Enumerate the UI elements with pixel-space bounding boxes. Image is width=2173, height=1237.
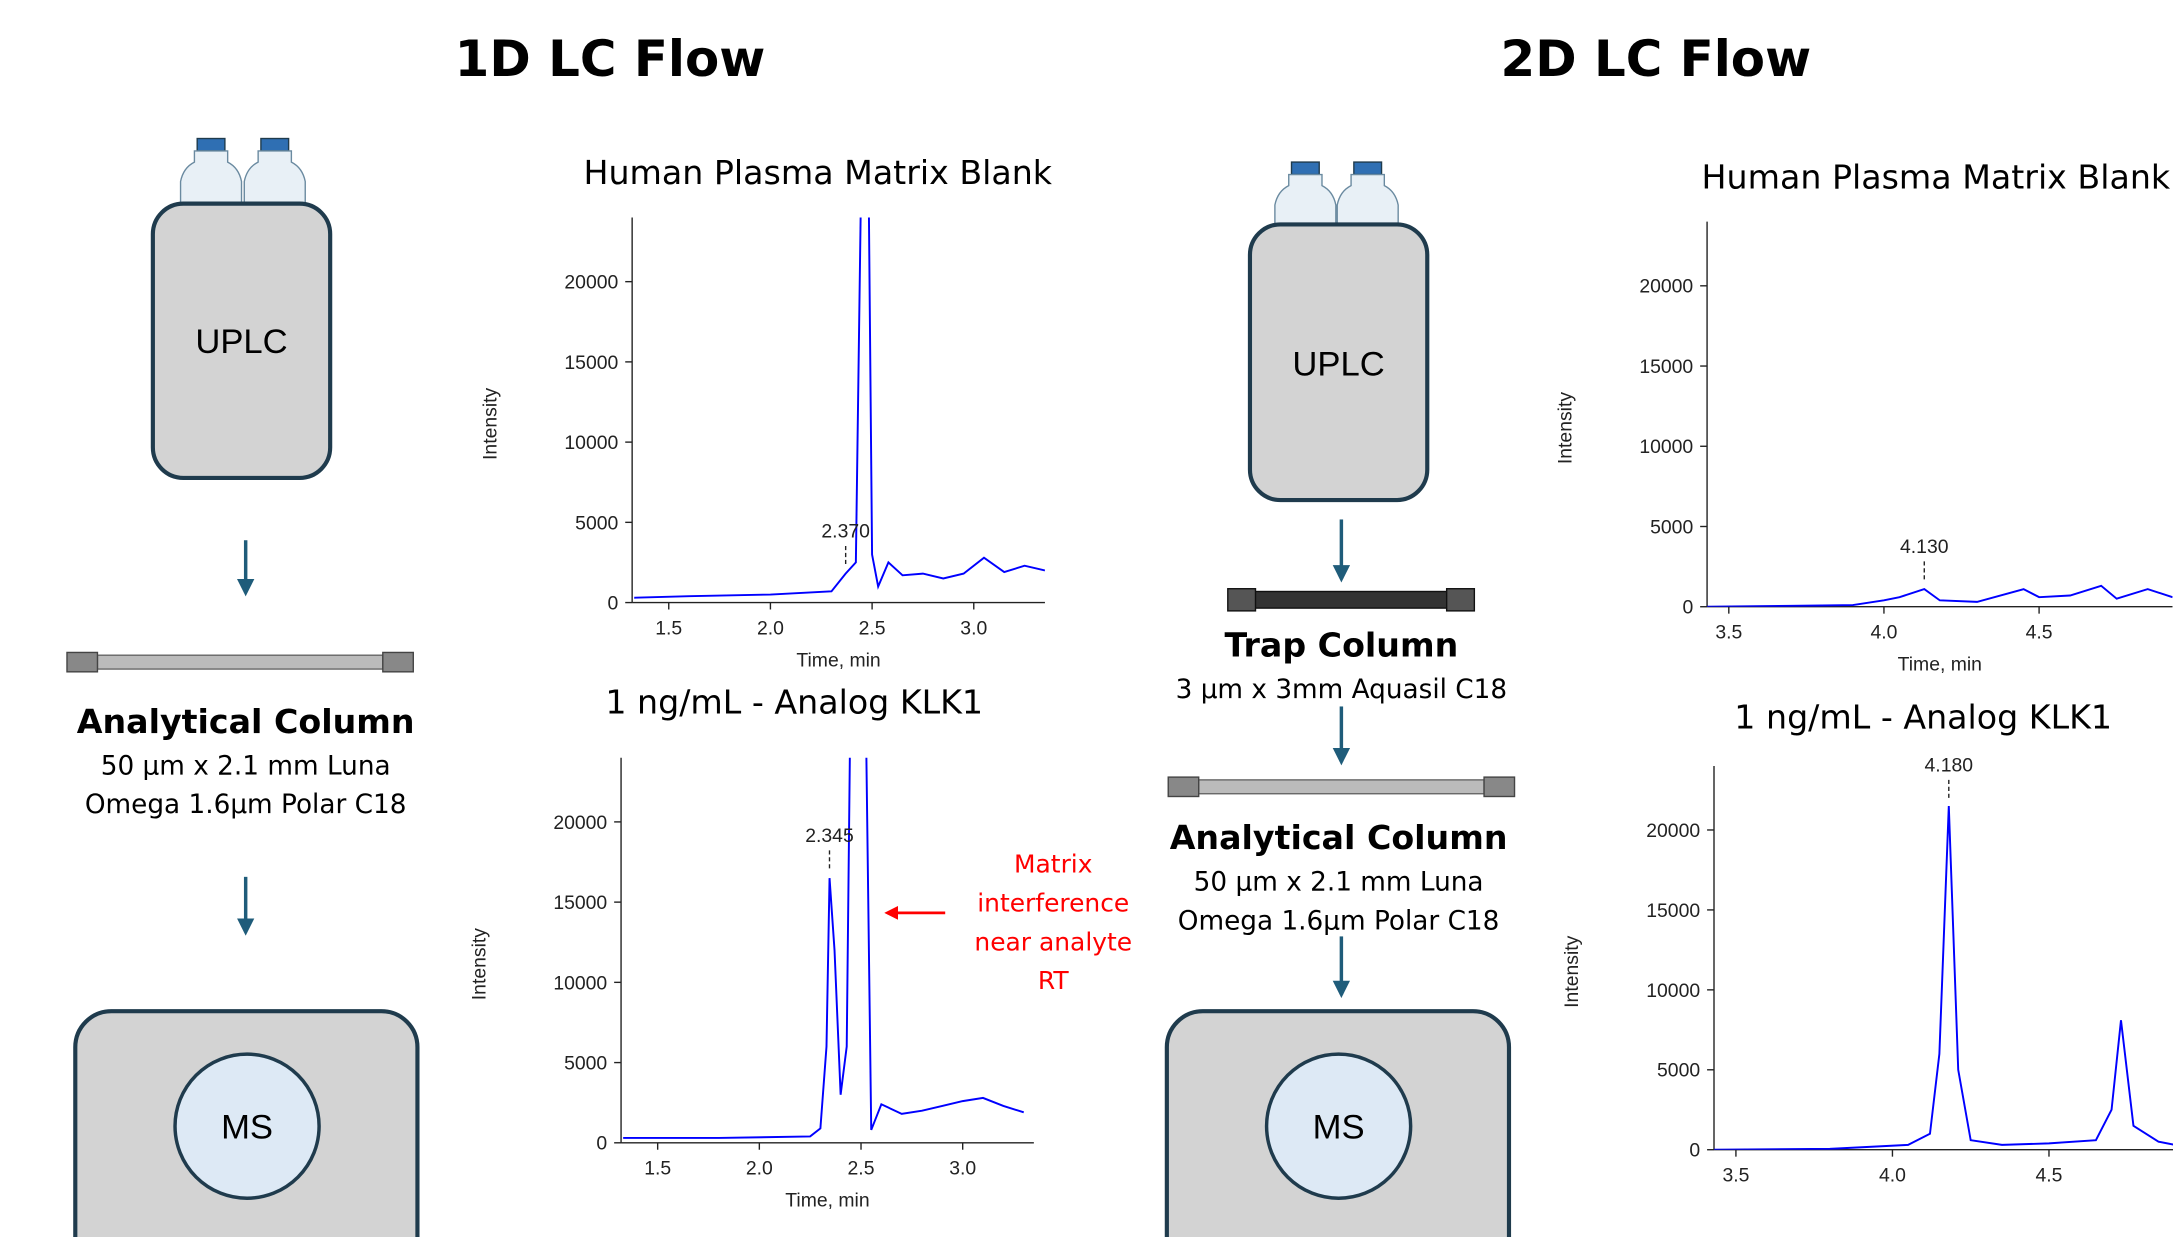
- x-tick-label: 1.5: [644, 1158, 671, 1180]
- trace: [1707, 584, 2173, 607]
- peak-label: 2.370: [821, 521, 870, 543]
- chart-title: Human Plasma Matrix Blank: [583, 153, 1052, 192]
- flow-1d: UPLC Analytical Column 50 µm x 2.1 mm Lu…: [66, 137, 420, 1237]
- x-tick-label: 3.0: [949, 1158, 976, 1180]
- y-tick-label: 10000: [553, 972, 607, 994]
- y-tick-label: 10000: [1646, 980, 1700, 1002]
- pump-label: UPLC: [195, 323, 287, 361]
- y-tick-label: 0: [596, 1133, 607, 1155]
- y-tick-label: 15000: [564, 352, 618, 374]
- y-tick-label: 10000: [564, 432, 618, 454]
- column-spec: 50 µm x 2.1 mm Luna: [1194, 868, 1484, 898]
- chromatogram: Human Plasma Matrix Blank Intensity Time, …: [479, 153, 1052, 671]
- x-tick-label: 4.0: [1879, 1165, 1906, 1187]
- trap-spec: 3 µm x 3mm Aquasil C18: [1176, 675, 1508, 705]
- y-tick-label: 0: [1682, 597, 1693, 619]
- y-axis-label: Intensity: [468, 928, 490, 1000]
- x-tick-label: 2.0: [746, 1158, 773, 1180]
- title: 1D LC Flow: [455, 30, 766, 88]
- y-tick-label: 0: [608, 592, 619, 614]
- y-tick-label: 5000: [564, 1053, 607, 1075]
- column-name: Analytical Column: [77, 702, 415, 741]
- peak-label: 4.180: [1925, 755, 1974, 777]
- y-tick-label: 0: [1689, 1140, 1700, 1162]
- flow-2d: UPLC Trap Column 3 µm x 3mm Aquasil C18 …: [1164, 161, 1516, 1237]
- detector-label: MS: [221, 1109, 273, 1147]
- pump-label: UPLC: [1292, 345, 1384, 383]
- chart-title: 1 ng/mL - Analog KLK1: [605, 682, 983, 721]
- y-axis-label: Intensity: [1561, 935, 1583, 1007]
- chromatogram: 1 ng/mL - Analog KLK1 Intensity 0 5000 10000…: [1561, 698, 2173, 1187]
- y-tick-label: 20000: [564, 272, 618, 294]
- annotation: Matrix interference near analyte RT: [974, 850, 1132, 995]
- x-tick-label: 3.5: [1715, 622, 1742, 644]
- column-spec: Omega 1.6µm Polar C18: [85, 790, 407, 820]
- y-tick-label: 15000: [1646, 900, 1700, 922]
- trace: [623, 757, 1025, 1139]
- y-tick-label: 5000: [575, 512, 618, 534]
- y-tick-label: 5000: [1657, 1060, 1700, 1082]
- x-axis-label: Time, min: [796, 649, 880, 671]
- x-tick-label: 2.5: [848, 1158, 875, 1180]
- peak-label: 4.130: [1900, 536, 1949, 558]
- x-tick-label: 3.0: [960, 617, 987, 639]
- x-tick-label: 2.5: [859, 617, 886, 639]
- x-tick-label: 2.0: [757, 617, 784, 639]
- chart-title: 1 ng/mL - Analog KLK1: [1734, 698, 2112, 737]
- trace: [634, 217, 1045, 599]
- trap-name: Trap Column: [1224, 626, 1458, 665]
- chart-title: Human Plasma Matrix Blank: [1702, 157, 2171, 196]
- x-tick-label: 4.5: [2036, 1165, 2063, 1187]
- y-tick-label: 20000: [1646, 820, 1700, 842]
- y-tick-label: 20000: [1639, 276, 1693, 298]
- x-tick-label: 4.0: [1870, 622, 1897, 644]
- title: 2D LC Flow: [1501, 30, 1812, 88]
- y-axis-label: Intensity: [479, 387, 501, 459]
- y-tick-label: 15000: [1639, 356, 1693, 378]
- column-spec: 50 µm x 2.1 mm Luna: [101, 751, 391, 781]
- detector-label: MS: [1313, 1109, 1365, 1147]
- x-axis-label: Time, min: [785, 1190, 869, 1212]
- chromatogram: Human Plasma Matrix Blank Intensity Time, …: [1554, 157, 2173, 675]
- x-axis-label: Time, min: [1898, 653, 1982, 675]
- peak-label: 2.345: [805, 825, 854, 847]
- x-tick-label: 3.5: [1722, 1165, 1749, 1187]
- trace: [1714, 806, 2173, 1150]
- x-tick-label: 4.5: [2026, 622, 2053, 644]
- x-tick-label: 1.5: [655, 617, 682, 639]
- column-name: Analytical Column: [1170, 818, 1508, 857]
- chromatogram: 1 ng/mL - Analog KLK1 Intensity Time, min 0…: [468, 682, 1034, 1212]
- y-tick-label: 20000: [553, 812, 607, 834]
- y-tick-label: 10000: [1639, 436, 1693, 458]
- y-tick-label: 15000: [553, 892, 607, 914]
- y-tick-label: 5000: [1650, 516, 1693, 538]
- column-spec: Omega 1.6µm Polar C18: [1178, 906, 1500, 936]
- y-axis-label: Intensity: [1554, 392, 1576, 464]
